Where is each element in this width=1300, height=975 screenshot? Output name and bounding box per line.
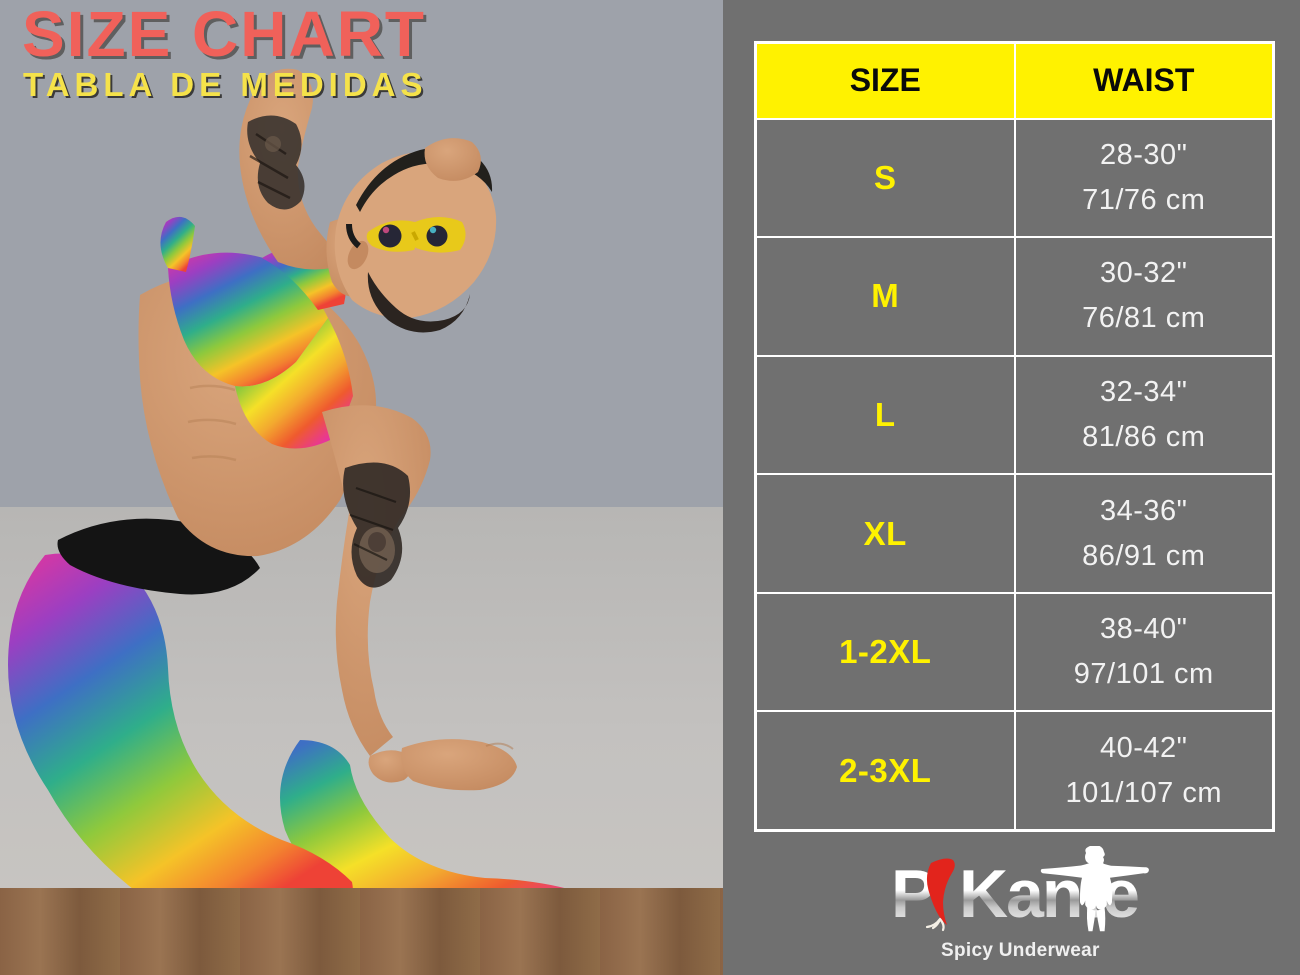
svg-text:P: P: [891, 856, 935, 932]
